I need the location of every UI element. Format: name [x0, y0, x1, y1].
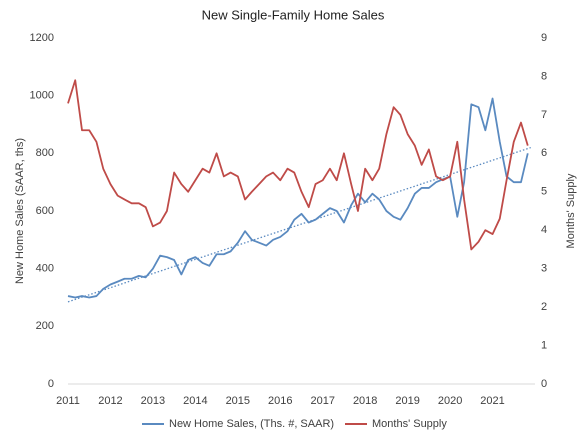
- y2-tick-label: 2: [541, 301, 547, 313]
- y2-tick-label: 4: [541, 224, 547, 236]
- trend-line: [67, 146, 531, 303]
- data-line: [67, 97, 529, 299]
- y2-tick-label: 0: [541, 378, 547, 390]
- y2-tick-label: 1: [541, 339, 547, 351]
- y-tick-label: 400: [36, 263, 54, 275]
- x-tick-label: 2021: [480, 395, 504, 407]
- legend-label: New Home Sales, (Ths. #, SAAR): [169, 418, 334, 430]
- y-axis-label: New Home Sales (SAAR, ths): [14, 138, 26, 284]
- y-tick-label: 200: [36, 320, 54, 332]
- x-tick-label: 2011: [56, 395, 80, 407]
- x-tick-label: 2018: [353, 395, 377, 407]
- x-tick-label: 2015: [226, 395, 250, 407]
- x-tick-label: 2012: [98, 395, 122, 407]
- chart-title: New Single-Family Home Sales: [202, 7, 385, 22]
- y2-tick-label: 8: [541, 70, 547, 82]
- y-tick-label: 1000: [30, 90, 54, 102]
- y-tick-label: 1200: [30, 32, 54, 44]
- y-tick-label: 600: [36, 205, 54, 217]
- data-line: [67, 79, 529, 251]
- y-tick-label: 0: [48, 378, 54, 390]
- y2-axis-label: Months' Supply: [565, 173, 577, 248]
- y2-tick-label: 6: [541, 147, 547, 159]
- y-tick-label: 800: [36, 147, 54, 159]
- x-tick-label: 2013: [141, 395, 165, 407]
- y2-tick-label: 5: [541, 186, 547, 198]
- legend-label: Months' Supply: [372, 418, 447, 430]
- y2-tick-label: 3: [541, 263, 547, 275]
- y2-tick-label: 9: [541, 32, 547, 44]
- x-tick-label: 2014: [183, 395, 207, 407]
- x-tick-label: 2020: [438, 395, 462, 407]
- y2-tick-label: 7: [541, 109, 547, 121]
- x-tick-label: 2016: [268, 395, 292, 407]
- x-tick-label: 2017: [310, 395, 334, 407]
- x-tick-label: 2019: [395, 395, 419, 407]
